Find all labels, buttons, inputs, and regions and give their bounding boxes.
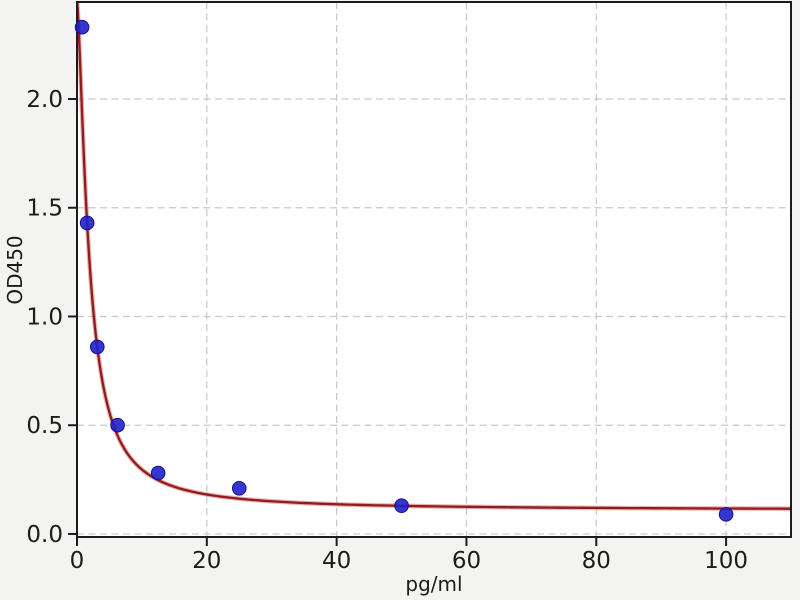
y-tick-label: 0.5 [26, 413, 63, 439]
data-point [394, 498, 409, 513]
data-points [74, 19, 734, 522]
data-point [110, 417, 125, 433]
axis-tick-labels: 0 20 40 60 80 100 0.0 0.5 1.0 1.5 2.0 [26, 87, 748, 574]
gridlines [77, 2, 791, 537]
x-tick-label: 0 [70, 548, 85, 574]
y-tick-label: 0.0 [26, 522, 63, 548]
x-tick-label: 80 [582, 548, 611, 574]
x-tick-label: 20 [192, 548, 221, 574]
data-point [89, 339, 105, 355]
x-axis-label: pg/ml [405, 572, 462, 596]
axis-ticks [68, 97, 728, 546]
data-point [150, 465, 166, 481]
plot-frame [76, 1, 792, 538]
x-tick-label: 40 [322, 548, 351, 574]
y-tick-label: 2.0 [26, 87, 63, 113]
data-point [74, 19, 90, 35]
y-tick-label: 1.5 [26, 196, 63, 222]
y-axis-label: OD450 [3, 235, 27, 304]
data-point [79, 215, 95, 231]
y-tick-label: 1.0 [26, 304, 63, 330]
x-tick-label: 60 [452, 548, 481, 574]
data-point [718, 507, 734, 522]
x-tick-label: 100 [704, 548, 748, 574]
plot-area [77, 2, 791, 537]
data-point [231, 480, 247, 496]
